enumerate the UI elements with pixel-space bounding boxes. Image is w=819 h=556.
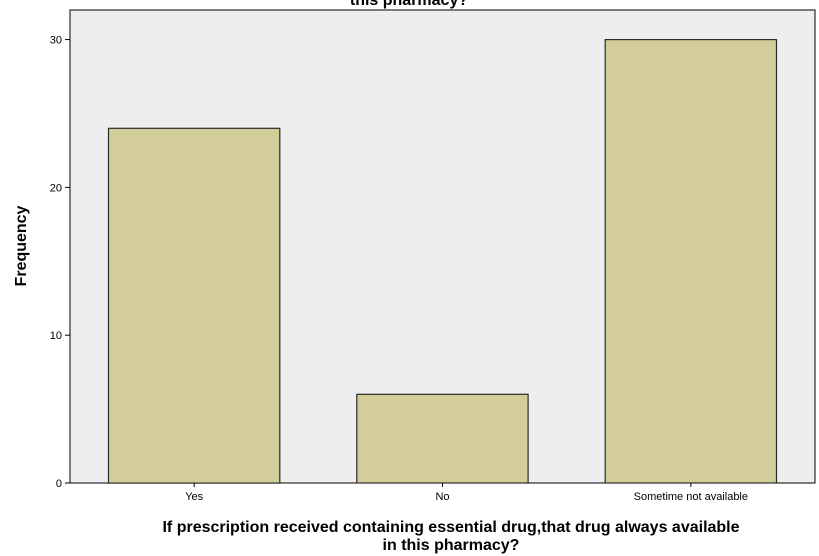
x-tick-label: Yes <box>185 491 203 503</box>
x-axis-title-line-1: If prescription received containing esse… <box>162 519 739 536</box>
y-tick-label: 0 <box>56 478 62 490</box>
axes-group: Yes No Sometime not available 0 10 20 30 <box>50 35 748 503</box>
bar-yes <box>107 127 281 484</box>
y-tick-label: 30 <box>50 35 62 47</box>
y-tick-label: 10 <box>50 330 62 342</box>
x-tick-label: Sometime not available <box>634 491 748 503</box>
bar-sometime-not-available <box>604 38 778 484</box>
y-tick-label: 20 <box>50 182 62 194</box>
bar-no <box>356 393 529 484</box>
x-tick-label: No <box>435 491 449 503</box>
chart-title: this pharmacy? <box>350 0 468 9</box>
x-axis-title-line-2: in this pharmacy? <box>383 537 520 554</box>
y-axis-title: Frequency <box>13 205 30 286</box>
bars-group <box>107 38 778 484</box>
